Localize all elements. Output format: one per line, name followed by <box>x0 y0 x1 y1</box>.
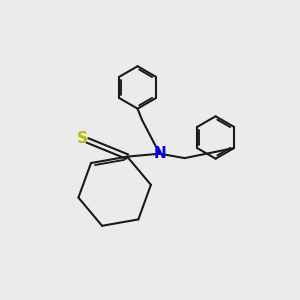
Text: N: N <box>153 146 166 161</box>
Text: S: S <box>77 131 88 146</box>
